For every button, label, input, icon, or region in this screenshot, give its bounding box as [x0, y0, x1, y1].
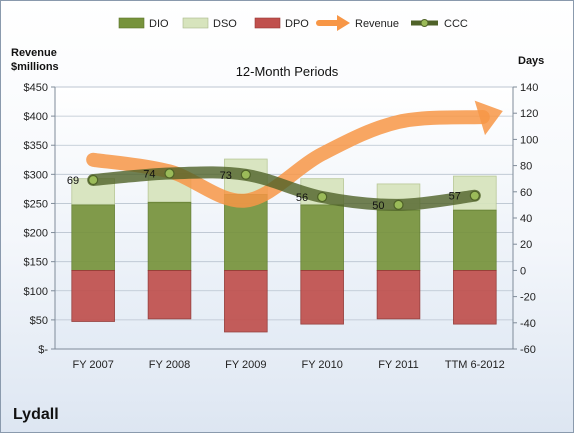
ccc-line — [87, 166, 481, 211]
legend-label-revenue: Revenue — [355, 18, 399, 30]
right-tick-label: 140 — [520, 82, 538, 94]
category-label: TTM 6-2012 — [445, 359, 505, 371]
legend-swatch-dpo — [254, 17, 281, 29]
right-axis-title: Days — [518, 55, 544, 67]
category-label: FY 2009 — [225, 359, 266, 371]
left-tick-label: $450 — [24, 82, 48, 94]
legend-label-dso: DSO — [213, 18, 237, 30]
legend-label-dpo: DPO — [285, 18, 309, 30]
left-tick-label: $350 — [24, 140, 48, 152]
axes: $- $50 $100 $150 $200 $250 $300 $350 $400 $450 -60… — [24, 82, 539, 371]
ccc-data-label: 69 — [67, 175, 79, 187]
ccc-point — [164, 168, 175, 179]
left-tick-label: $250 — [24, 198, 48, 210]
ccc-series: 69 74 73 56 50 57 — [67, 166, 481, 212]
legend-swatch-revenue — [316, 15, 350, 31]
legend: DIO DSO DPO Revenue CCC — [118, 15, 468, 31]
bar-dio — [453, 209, 497, 271]
ccc-data-label: 56 — [296, 192, 308, 204]
left-tick-label: $200 — [24, 228, 48, 240]
category-label: FY 2011 — [378, 359, 419, 371]
right-tick-label: -20 — [520, 292, 536, 304]
left-tick-label: $400 — [24, 111, 48, 123]
bar-dpo — [376, 269, 421, 320]
bar-dpo — [71, 269, 115, 322]
ccc-data-label: 73 — [220, 170, 232, 182]
bar-dpo — [224, 269, 268, 333]
ccc-point — [317, 191, 328, 203]
ccc-data-label: 50 — [372, 200, 384, 212]
right-tick-label: 120 — [520, 108, 538, 120]
right-tick-label: 40 — [520, 213, 532, 225]
ccc-point — [88, 174, 99, 186]
bar-dio — [376, 209, 421, 271]
left-axis-title-line1: Revenue — [11, 47, 57, 59]
left-tick-label: $300 — [24, 169, 48, 181]
category-label: FY 2008 — [149, 359, 190, 371]
bar-dio — [147, 201, 192, 271]
category-label: FY 2007 — [72, 359, 113, 371]
right-tick-label: 0 — [520, 265, 526, 277]
left-tick-label: $50 — [30, 315, 48, 327]
right-tick-label: -60 — [520, 344, 536, 356]
ccc-point — [393, 199, 404, 210]
bars — [71, 158, 497, 333]
revenue-arrowhead — [474, 100, 503, 136]
left-tick-label: $- — [38, 344, 48, 356]
chart-title: 12-Month Periods — [236, 64, 339, 79]
right-tick-label: 100 — [520, 134, 538, 146]
bar-dpo — [453, 269, 497, 325]
legend-swatch-dso — [182, 17, 209, 29]
right-tick-label: 80 — [520, 161, 532, 173]
ccc-data-label: 74 — [143, 168, 155, 180]
plot-area — [54, 86, 514, 350]
ccc-data-label: 57 — [449, 191, 461, 203]
legend-label-ccc: CCC — [444, 18, 468, 30]
right-tick-label: 60 — [520, 187, 532, 199]
category-label: FY 2010 — [301, 359, 342, 371]
left-tick-label: $150 — [24, 257, 48, 269]
company-label: Lydall — [13, 406, 59, 423]
legend-swatch-dio — [118, 17, 145, 29]
legend-label-dio: DIO — [149, 18, 169, 30]
bar-dio — [71, 204, 115, 271]
ccc-point — [469, 190, 480, 201]
bar-dpo — [300, 269, 344, 325]
right-tick-label: -40 — [520, 318, 536, 330]
left-axis-title-line2: $millions — [11, 61, 59, 73]
left-tick-label: $100 — [24, 286, 48, 298]
right-tick-label: 20 — [520, 239, 532, 251]
bar-dpo — [147, 269, 192, 320]
ccc-point — [240, 169, 251, 180]
bar-dio — [300, 204, 344, 271]
legend-swatch-ccc — [411, 19, 438, 27]
